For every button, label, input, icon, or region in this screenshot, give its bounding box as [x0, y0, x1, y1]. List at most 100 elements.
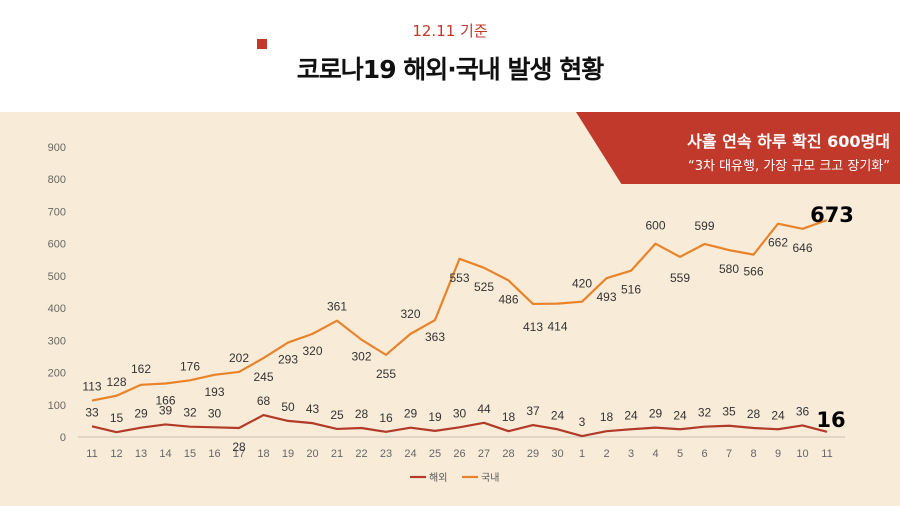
data-label-overseas: 18: [502, 410, 516, 424]
series-line-domestic: [91, 219, 828, 402]
data-label-overseas: 39: [159, 403, 173, 417]
x-tick-label: 21: [331, 448, 343, 460]
y-tick-label: 500: [48, 271, 66, 283]
x-tick-label: 5: [677, 448, 683, 460]
headline-banner: 사흘 연속 하루 확진 600명대 “3차 대유행, 가장 규모 크고 장기화”: [576, 112, 900, 184]
data-label-overseas: 44: [477, 402, 491, 416]
data-label-domestic: 245: [253, 370, 273, 384]
data-label-overseas: 32: [183, 406, 197, 420]
data-label-overseas: 24: [624, 408, 638, 422]
data-label-overseas: 24: [673, 408, 687, 422]
data-label-domestic: 255: [376, 367, 396, 381]
data-label-domestic: 320: [302, 344, 322, 358]
x-tick-label: 18: [257, 448, 269, 460]
x-tick-label: 17: [233, 448, 245, 460]
title-square-icon: [257, 39, 267, 49]
data-label-overseas: 30: [453, 406, 467, 420]
data-label-domestic: 420: [572, 277, 592, 291]
data-label-overseas: 29: [404, 407, 418, 421]
data-label-domestic: 166: [155, 394, 175, 408]
data-label-domestic: 176: [180, 359, 200, 373]
x-tick-label: 19: [282, 448, 294, 460]
series-line-overseas: [91, 413, 828, 438]
data-label-domestic: 600: [645, 219, 665, 233]
x-tick-label: 29: [527, 448, 539, 460]
data-label-domestic: 363: [425, 330, 445, 344]
data-label-overseas: 28: [747, 407, 761, 421]
x-tick-label: 11: [821, 448, 832, 460]
x-tick-label: 26: [453, 448, 465, 460]
data-label-domestic: 162: [131, 362, 151, 376]
x-tick-label: 14: [159, 448, 171, 460]
data-label-domestic: 193: [204, 385, 224, 399]
data-label-overseas: 36: [796, 404, 810, 418]
data-label-domestic: 553: [449, 271, 469, 285]
data-label-domestic: 566: [743, 265, 763, 279]
date-label: 12.11 기준: [412, 22, 488, 40]
data-label-overseas: 37: [526, 404, 540, 418]
data-label-domestic: 559: [670, 271, 690, 285]
x-tick-label: 16: [208, 448, 220, 460]
data-label-overseas: 28: [355, 407, 369, 421]
y-tick-label: 600: [48, 239, 66, 251]
y-tick-label: 900: [48, 142, 66, 154]
x-tick-label: 22: [355, 448, 367, 460]
x-tick-label: 1: [579, 448, 585, 460]
y-tick-label: 800: [48, 174, 66, 186]
data-label-domestic: 320: [400, 307, 420, 321]
page-title: 코로나19 해외·국내 발생 현황: [296, 55, 604, 84]
data-label-overseas: 29: [649, 407, 663, 421]
legend-label: 국내: [481, 472, 499, 484]
x-tick-label: 23: [380, 448, 392, 460]
y-tick-label: 300: [48, 335, 66, 347]
banner-subtitle: “3차 대유행, 가장 규모 크고 장기화”: [687, 159, 890, 174]
data-label-domestic: 516: [621, 283, 641, 297]
data-label-overseas: 16: [379, 411, 393, 425]
x-tick-label: 13: [135, 448, 147, 460]
data-label-overseas: 28: [232, 440, 246, 454]
data-label-domestic: 646: [792, 241, 812, 255]
data-label-overseas: 35: [722, 405, 736, 419]
x-tick-label: 9: [775, 448, 781, 460]
data-label-overseas: 3: [579, 415, 586, 429]
data-label-overseas: 19: [428, 410, 442, 424]
data-label-overseas: 50: [281, 400, 295, 414]
x-tick-label: 25: [429, 448, 441, 460]
data-label-domestic: 293: [278, 353, 298, 367]
data-label-overseas: 33: [85, 405, 99, 419]
x-tick-label: 15: [184, 448, 196, 460]
x-tick-label: 28: [502, 448, 514, 460]
data-label-overseas: 24: [551, 408, 565, 422]
y-tick-label: 400: [48, 303, 66, 315]
x-tick-label: 11: [86, 448, 97, 460]
data-label-overseas: 29: [134, 407, 148, 421]
data-label-domestic: 302: [351, 350, 371, 364]
x-tick-label: 4: [652, 448, 658, 460]
x-tick-label: 10: [796, 448, 808, 460]
data-label-overseas: 15: [110, 411, 124, 425]
y-tick-label: 200: [48, 368, 66, 380]
x-tick-label: 30: [551, 448, 563, 460]
data-label-domestic: 525: [474, 280, 494, 294]
x-tick-label: 8: [750, 448, 756, 460]
data-label-domestic: 413: [523, 320, 543, 334]
data-label-domestic: 486: [498, 292, 518, 306]
legend-label: 해외: [429, 471, 447, 484]
x-tick-label: 12: [110, 448, 122, 460]
x-tick-label: 3: [628, 448, 634, 460]
y-tick-label: 100: [48, 400, 66, 412]
data-label-overseas: 18: [600, 410, 614, 424]
data-label-domestic: 414: [547, 320, 567, 334]
data-label-domestic: 662: [768, 236, 788, 250]
data-label-domestic: 599: [694, 219, 714, 233]
data-label-overseas: 68: [257, 394, 271, 408]
x-tick-label: 27: [478, 448, 490, 460]
x-tick-label: 6: [701, 448, 707, 460]
y-tick-label: 0: [60, 432, 66, 444]
chart-panel: 0 100 200 300 400 500 600 700 800 900 11 12 13 14 15 16…: [0, 112, 900, 506]
data-label-domestic: 202: [229, 351, 249, 365]
x-tick-label: 20: [306, 448, 318, 460]
y-tick-label: 700: [48, 206, 66, 218]
